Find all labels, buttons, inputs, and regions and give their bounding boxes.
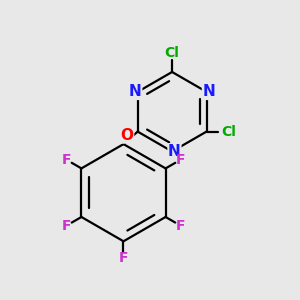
Text: N: N [129, 84, 142, 99]
Text: Cl: Cl [165, 46, 179, 60]
Text: N: N [168, 144, 181, 159]
Text: F: F [176, 153, 185, 167]
Text: F: F [176, 218, 185, 233]
Text: O: O [121, 128, 134, 143]
Text: F: F [119, 251, 128, 266]
Text: Cl: Cl [221, 124, 236, 139]
Text: N: N [202, 84, 215, 99]
Text: F: F [62, 153, 71, 167]
Text: F: F [62, 218, 71, 233]
